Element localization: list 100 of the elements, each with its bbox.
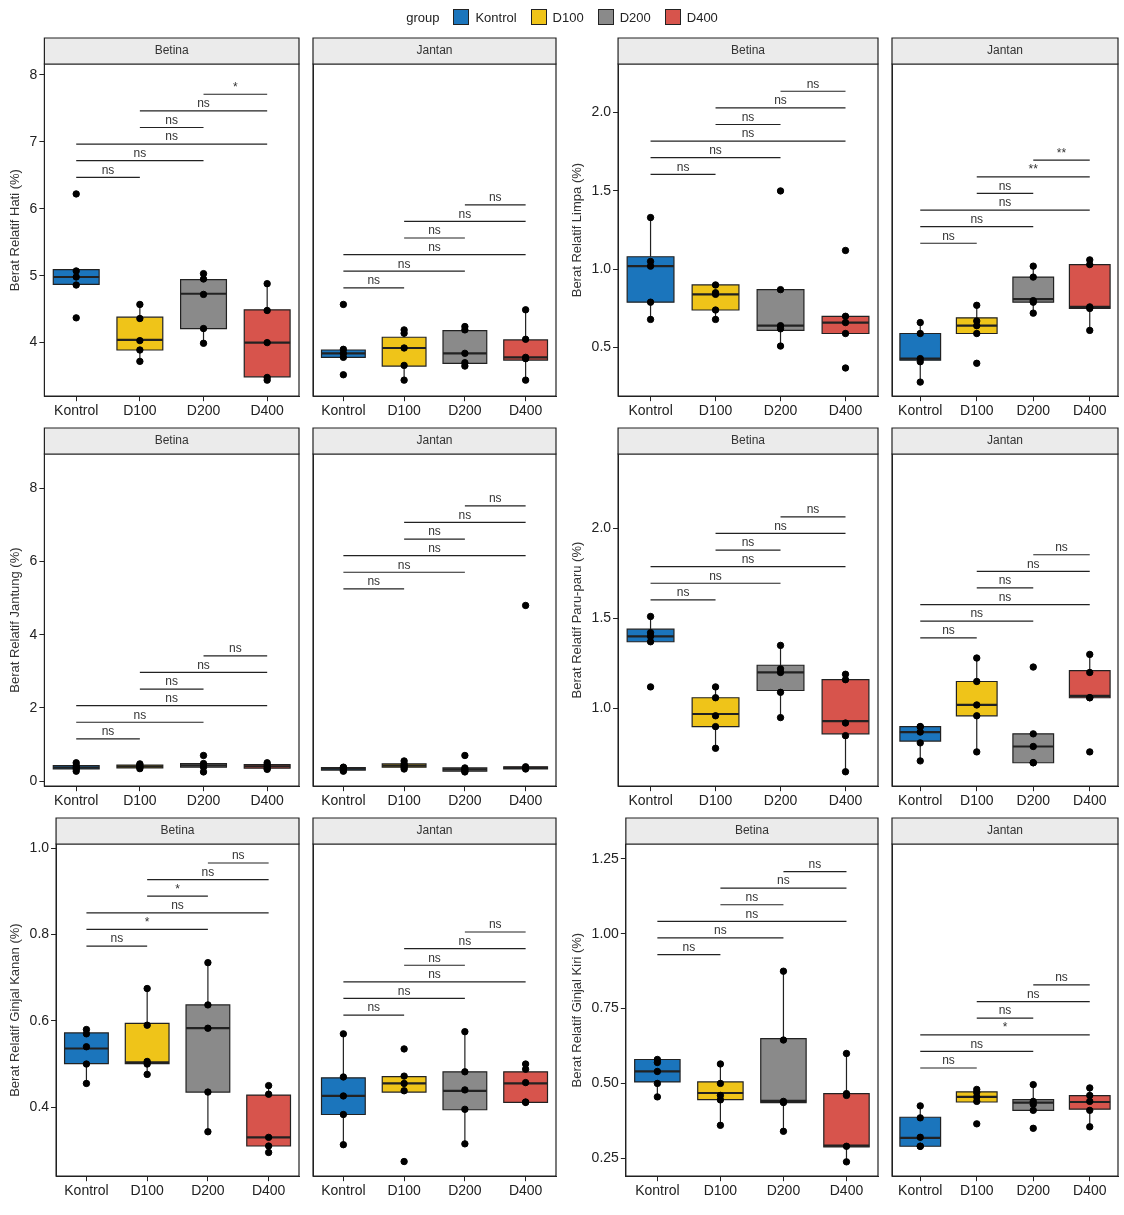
x-tick-label: D400 [829, 1182, 864, 1199]
x-tick-label: D200 [186, 792, 221, 809]
annotation: ns [367, 1000, 381, 1015]
category-label: D400 [686, 9, 718, 25]
y-tick-label: 1.25 [591, 849, 620, 866]
x-tick-label: D200 [191, 1182, 225, 1199]
chart-title: Betina [731, 43, 766, 58]
x-tick-label: Kontrol [54, 792, 99, 809]
x-tick-label: D100 [130, 1182, 165, 1199]
y-tick-label: 8 [29, 65, 38, 82]
x-tick-label: D400 [508, 792, 543, 809]
annotation: ns [428, 524, 441, 539]
annotation: ns [682, 939, 696, 954]
chart-title: Betina [160, 823, 195, 838]
x-tick-label: D400 [508, 1182, 543, 1199]
annotation: ns [777, 873, 790, 888]
annotation: ns [1026, 556, 1040, 571]
x-tick-label: D400 [828, 792, 863, 809]
annotation: ns [201, 864, 215, 879]
category-label: D200 [619, 9, 651, 25]
chart-title: Jantan [986, 43, 1024, 58]
x-tick-label: D100 [387, 1182, 422, 1199]
annotation: ns [165, 690, 179, 705]
annotation: ns [998, 1003, 1012, 1018]
annotation: * [233, 79, 239, 94]
x-tick-label: D400 [251, 1182, 286, 1199]
annotation: ns [171, 898, 184, 913]
annotation: ns [458, 206, 472, 221]
annotation: ns [741, 551, 755, 566]
annotation: ns [1026, 986, 1040, 1001]
annotation: ns [1055, 970, 1068, 985]
x-tick-label: D100 [703, 1182, 738, 1199]
annotation: ns [741, 126, 755, 141]
x-tick-label: Kontrol [898, 792, 943, 809]
annotation: ns [165, 112, 179, 127]
annotation: ns [133, 146, 147, 161]
y-tick-label: 1.5 [591, 181, 612, 198]
x-tick-label: D200 [763, 792, 798, 809]
category-label: D100 [552, 9, 584, 25]
y-tick-label: 4 [29, 625, 38, 642]
annotation: ns [998, 195, 1012, 210]
annotation: ** [1028, 162, 1039, 177]
chart-title: Jantan [416, 823, 453, 838]
annotation: ns [808, 856, 822, 871]
annotation: ns [998, 178, 1012, 193]
annotation: ns [970, 211, 984, 226]
y-tick-label: 0.6 [29, 1011, 50, 1028]
y-tick-label: 5 [29, 266, 38, 283]
x-tick-label: Kontrol [898, 1182, 943, 1199]
y-tick-label: 6 [29, 199, 38, 216]
annotation: * [175, 881, 181, 896]
x-tick-label: Kontrol [54, 402, 99, 419]
chart-title: Jantan [986, 823, 1024, 838]
chart-title: Betina [731, 433, 766, 448]
annotation: ns [709, 143, 722, 158]
x-tick-label: D100 [698, 792, 733, 809]
y-tick-label: 0.50 [591, 1074, 620, 1091]
y-tick-label: 1.0 [591, 260, 612, 277]
annotation: ns [741, 535, 755, 550]
x-tick-label: D200 [1016, 1182, 1051, 1199]
annotation: ns [397, 983, 411, 998]
annotation: ns [709, 568, 722, 583]
annotation: ns [367, 273, 381, 288]
y-tick-label: 1.5 [591, 609, 612, 626]
y-tick-label: 2 [29, 698, 38, 715]
annotation: ns [806, 76, 820, 91]
annotation: * [144, 914, 150, 929]
annotation: ns [998, 573, 1012, 588]
annotation: ns [101, 162, 115, 177]
y-tick-label: 7 [29, 132, 38, 149]
annotation: ns [774, 518, 787, 533]
legend-title: group [406, 9, 440, 25]
annotation: ns [165, 674, 179, 689]
annotation: ns [197, 96, 210, 111]
x-tick-label: D100 [123, 402, 157, 419]
x-tick-label: D200 [1016, 792, 1051, 809]
y-tick-label: 1.00 [591, 924, 620, 941]
annotation: ns [942, 228, 955, 243]
y-tick-label: 1.0 [29, 839, 50, 856]
y-tick-label: 2.0 [591, 518, 612, 535]
x-tick-label: D200 [763, 402, 798, 419]
annotation: ns [745, 906, 759, 921]
annotation: ns [458, 507, 472, 522]
category-label: Kontrol [475, 9, 517, 25]
annotation: ns [458, 933, 472, 948]
y-tick-label: 0.5 [591, 338, 612, 355]
x-tick-label: D400 [508, 402, 543, 419]
y-tick-label: 2.0 [591, 103, 612, 120]
y-tick-label: 0.8 [29, 925, 50, 942]
x-tick-label: D400 [250, 792, 285, 809]
y-tick-label: 1.0 [591, 699, 612, 716]
annotation: ns [676, 159, 690, 174]
y-tick-label: 0 [29, 771, 38, 788]
annotation: ns [488, 917, 502, 932]
annotation: ns [970, 1036, 984, 1051]
annotation: ns [367, 574, 381, 589]
x-tick-label: D200 [448, 402, 482, 419]
chart-title: Jantan [986, 433, 1024, 448]
x-tick-label: D200 [1016, 402, 1051, 419]
annotation: ns [101, 724, 115, 739]
